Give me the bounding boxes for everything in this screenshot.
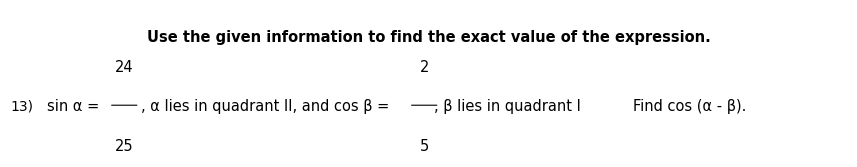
Text: 25: 25 [115, 139, 134, 154]
Text: 5: 5 [420, 139, 428, 154]
Text: Use the given information to find the exact value of the expression.: Use the given information to find the ex… [147, 30, 710, 45]
Text: , β lies in quadrant I: , β lies in quadrant I [434, 99, 580, 114]
Text: Find cos (α - β).: Find cos (α - β). [633, 99, 746, 114]
Text: 13): 13) [10, 100, 33, 114]
Text: 24: 24 [115, 60, 134, 75]
Text: , α lies in quadrant II, and cos β =: , α lies in quadrant II, and cos β = [141, 99, 394, 114]
Text: 2: 2 [420, 60, 428, 75]
Text: sin α =: sin α = [47, 99, 104, 114]
